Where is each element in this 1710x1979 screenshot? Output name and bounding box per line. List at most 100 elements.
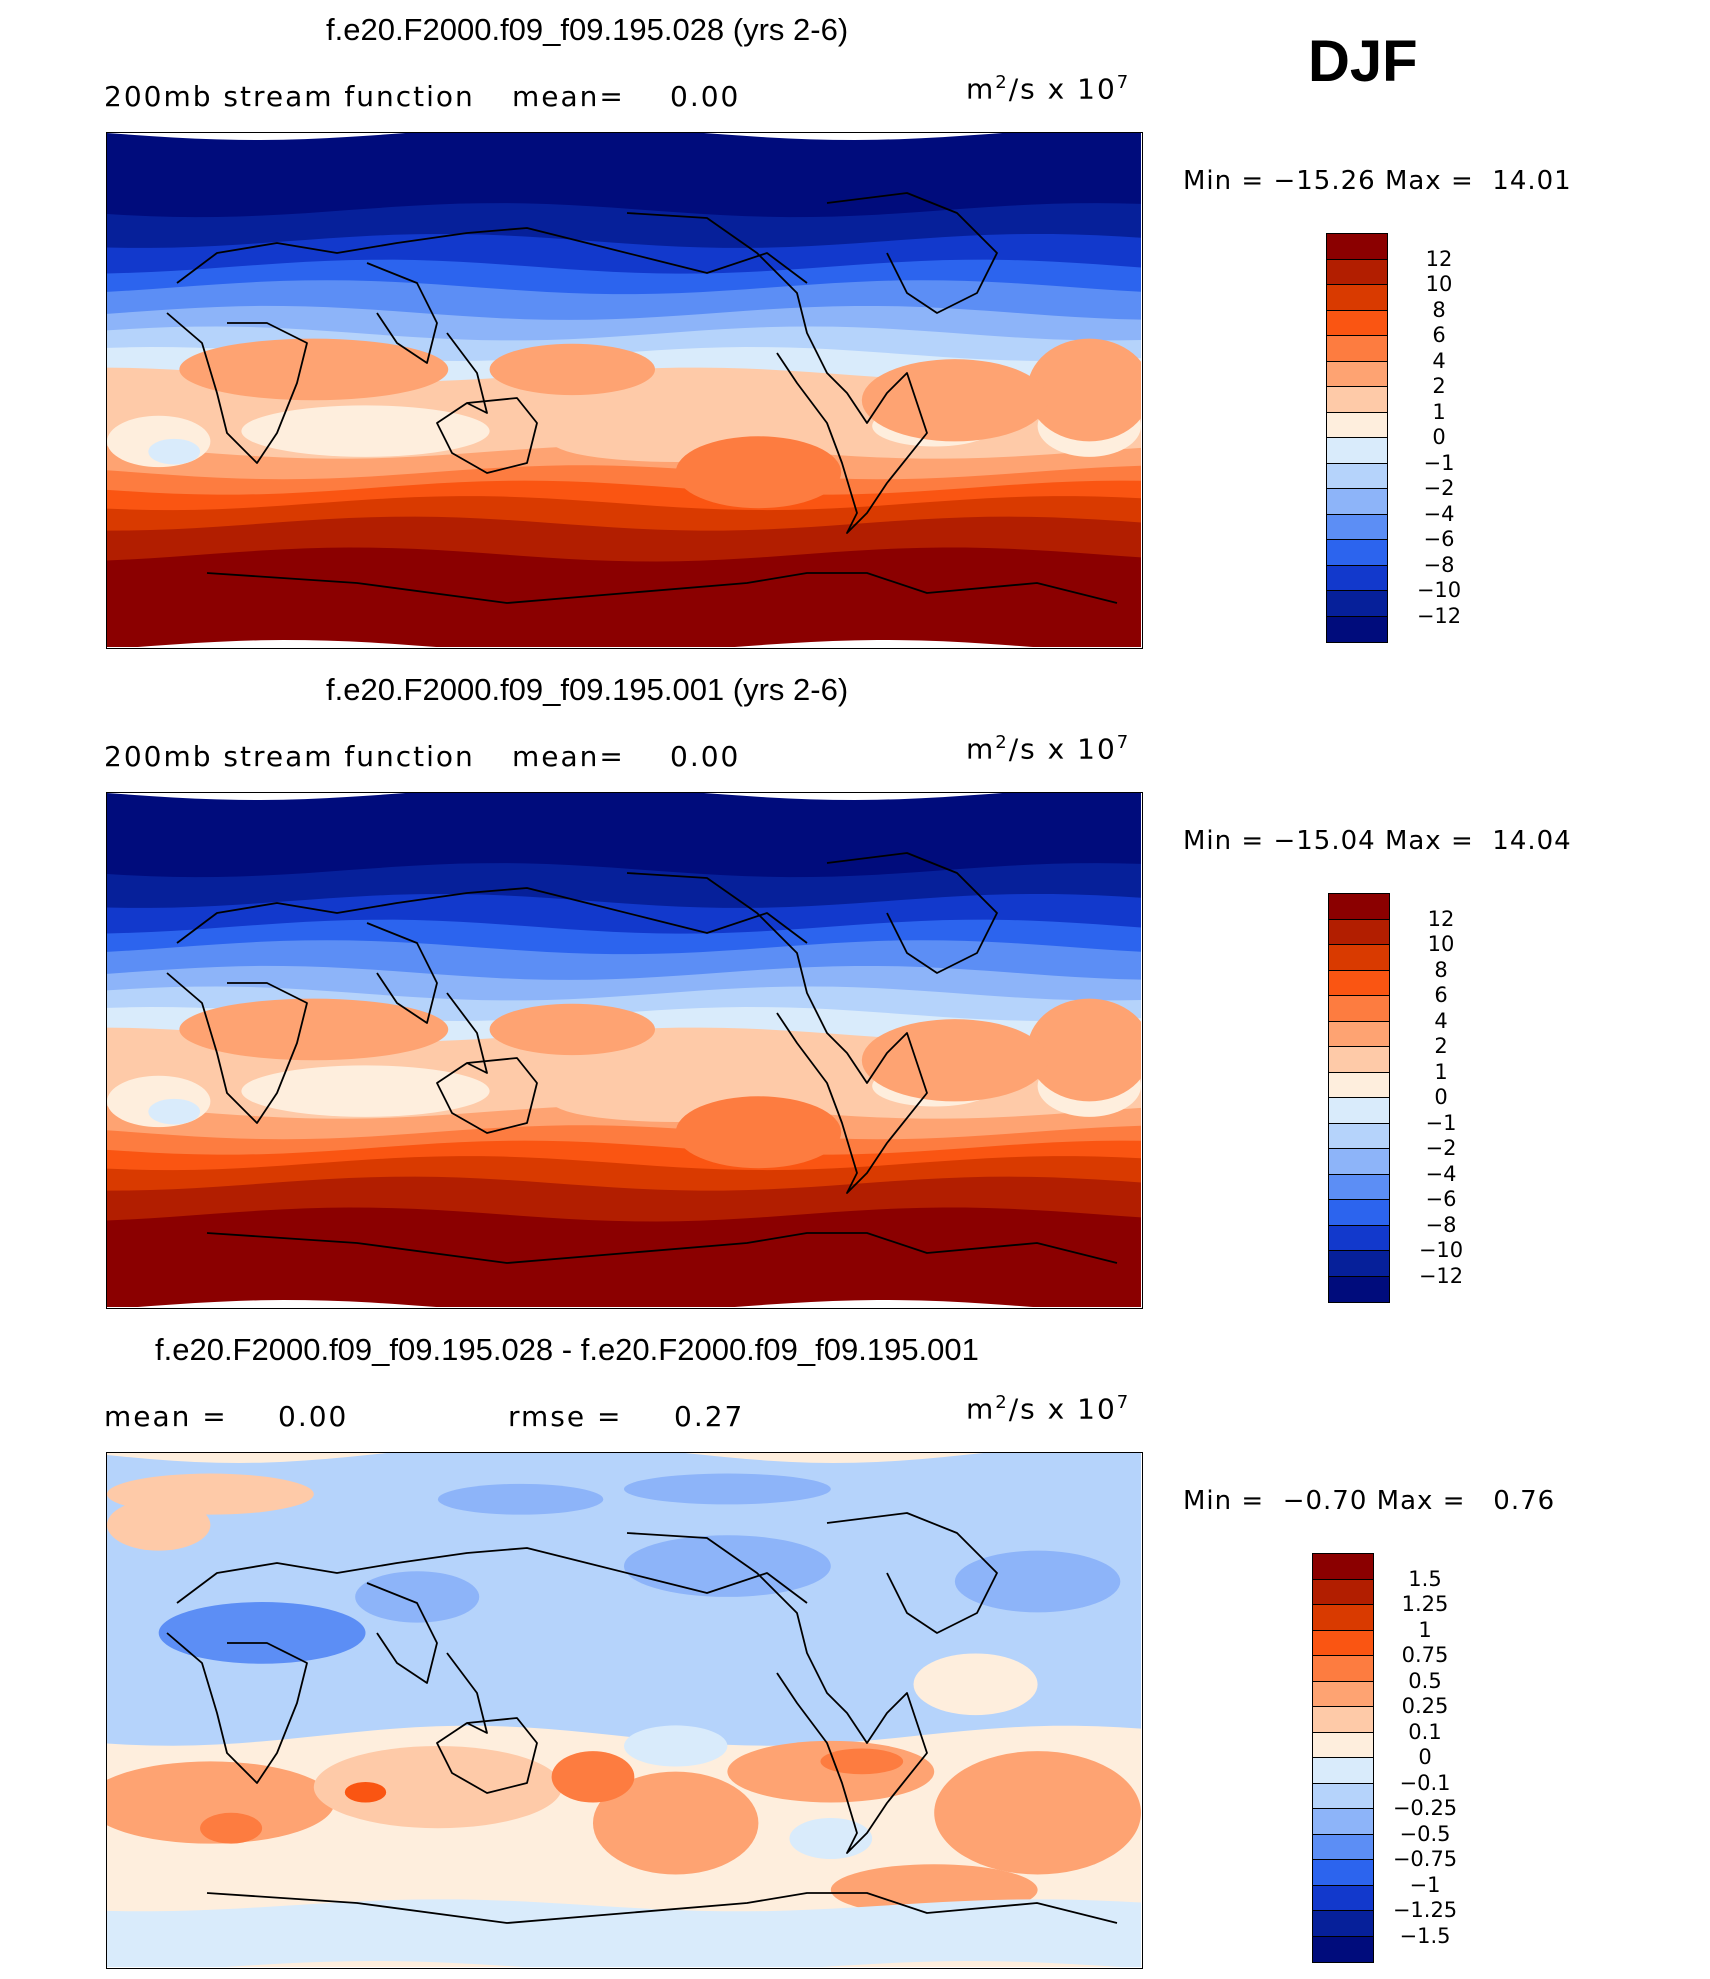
colorbar-label: 0.25 — [1401, 1694, 1449, 1718]
panel-1-min-value: −15.26 — [1273, 166, 1376, 196]
colorbar-swatch — [1326, 233, 1388, 260]
panel-3-units: m2/s x 107 — [966, 1392, 1131, 1426]
contour-region — [241, 405, 490, 457]
contour-region — [913, 1653, 1038, 1716]
contour-region — [820, 1748, 904, 1775]
contour-region — [624, 1535, 831, 1597]
contour-region — [107, 1761, 335, 1844]
panel-2-map — [106, 792, 1143, 1309]
colorbar-swatch — [1312, 1553, 1374, 1580]
coastline — [206, 1232, 1118, 1264]
contour-band — [107, 259, 1141, 310]
colorbar-label: −10 — [1416, 578, 1462, 602]
colorbar-label: 0.75 — [1401, 1643, 1449, 1667]
panel-1-mean-value: 0.00 — [670, 80, 741, 113]
colorbar-label: −12 — [1418, 1263, 1464, 1288]
contour-region — [551, 1751, 635, 1803]
colorbar-swatch — [1328, 1148, 1390, 1175]
coastline — [446, 992, 488, 1074]
colorbar-label: 12 — [1425, 246, 1453, 271]
contour-band — [107, 1453, 1141, 1746]
contour-region — [158, 1602, 366, 1664]
colorbar-swatch — [1312, 1833, 1374, 1861]
colorbar-label: 2 — [1434, 1034, 1448, 1058]
contour-region — [861, 1019, 1048, 1102]
colorbar-label: −6 — [1425, 1187, 1457, 1211]
colorbar-swatch — [1326, 590, 1388, 617]
colorbar-swatch — [1328, 893, 1390, 920]
contour-region — [313, 1745, 562, 1829]
colorbar-swatch — [1312, 1706, 1374, 1733]
colorbar-label: −2 — [1425, 1136, 1457, 1160]
panel-2-field-label: 200mb stream function — [104, 740, 475, 773]
contour-region — [727, 1740, 935, 1803]
colorbar-label: 10 — [1427, 932, 1455, 956]
panel-3-mean-label: mean = — [104, 1400, 228, 1433]
colorbar-label: −4 — [1423, 501, 1455, 526]
coastline — [166, 1632, 308, 1784]
coastline — [176, 1547, 808, 1604]
colorbar-swatch — [1328, 1250, 1390, 1277]
colorbar-swatch — [1326, 360, 1388, 388]
colorbar-swatch — [1312, 1884, 1374, 1912]
coastline — [206, 1892, 1118, 1924]
contour-band — [107, 793, 1141, 893]
colorbar-swatch — [1326, 488, 1388, 515]
contour-band — [107, 133, 1141, 233]
panel-3-max-value: 0.76 — [1493, 1486, 1556, 1516]
colorbar-swatch — [1328, 1275, 1390, 1303]
contour-region — [934, 1751, 1141, 1875]
colorbar-label: −1.5 — [1399, 1923, 1451, 1948]
colorbar-label: −1 — [1423, 450, 1455, 475]
colorbar-label: 0 — [1434, 1085, 1448, 1109]
contour-region — [789, 1817, 873, 1860]
colorbar-swatch — [1326, 335, 1388, 362]
contour-band — [107, 1899, 1141, 1967]
contour-region — [107, 1499, 211, 1551]
contour-region — [489, 343, 656, 396]
colorbar-swatch — [1328, 944, 1390, 971]
colorbar-swatch — [1312, 1578, 1374, 1606]
panel-1-mean-label: mean= — [512, 80, 625, 113]
contour-region — [954, 1550, 1121, 1613]
contour-region — [624, 1473, 831, 1505]
colorbar-label: −0.1 — [1399, 1770, 1451, 1795]
coastline — [626, 1532, 928, 1854]
panel-1-title: f.e20.F2000.f09_f09.195.028 (yrs 2-6) — [326, 12, 849, 47]
colorbar-label: 12 — [1427, 906, 1455, 931]
colorbar-swatch — [1326, 462, 1388, 490]
colorbar-label: −1 — [1425, 1110, 1457, 1135]
contour-region — [437, 1483, 604, 1515]
panel-3-map — [106, 1452, 1143, 1969]
colorbar-swatch — [1312, 1757, 1374, 1784]
colorbar-swatch — [1326, 615, 1388, 643]
contour-region — [675, 436, 842, 509]
panel-3-rmse-value: 0.27 — [674, 1400, 745, 1433]
colorbar-swatch — [1328, 1097, 1390, 1124]
coastline — [626, 872, 928, 1194]
colorbar-swatch — [1312, 1808, 1374, 1835]
colorbar-label: 1.25 — [1401, 1592, 1449, 1616]
colorbar-label: −0.5 — [1399, 1821, 1451, 1846]
panel-1-minmax: Min = −15.26 Max = 14.01 — [1183, 166, 1572, 196]
contour-region — [624, 1725, 728, 1767]
coastline — [626, 212, 928, 534]
panel-3-title: f.e20.F2000.f09_f09.195.028 - f.e20.F200… — [155, 1332, 979, 1367]
contour-region — [489, 1003, 656, 1056]
contour-band — [107, 547, 1141, 647]
panel-1-max-value: 14.01 — [1492, 166, 1572, 196]
colorbar-swatch — [1312, 1910, 1374, 1937]
panel-1-map — [106, 132, 1143, 649]
coastline — [366, 922, 438, 1024]
colorbar-label: 4 — [1432, 348, 1446, 373]
contour-region — [148, 1098, 201, 1125]
colorbar-swatch — [1312, 1935, 1374, 1963]
colorbar-swatch — [1328, 918, 1390, 946]
colorbar-label: −10 — [1418, 1238, 1464, 1262]
colorbar-label: −2 — [1423, 476, 1455, 500]
colorbar-swatch — [1326, 386, 1388, 413]
coastline — [826, 1512, 998, 1634]
colorbar-label: −4 — [1425, 1161, 1457, 1186]
colorbar-label: 8 — [1434, 957, 1448, 982]
contour-band — [107, 919, 1141, 970]
